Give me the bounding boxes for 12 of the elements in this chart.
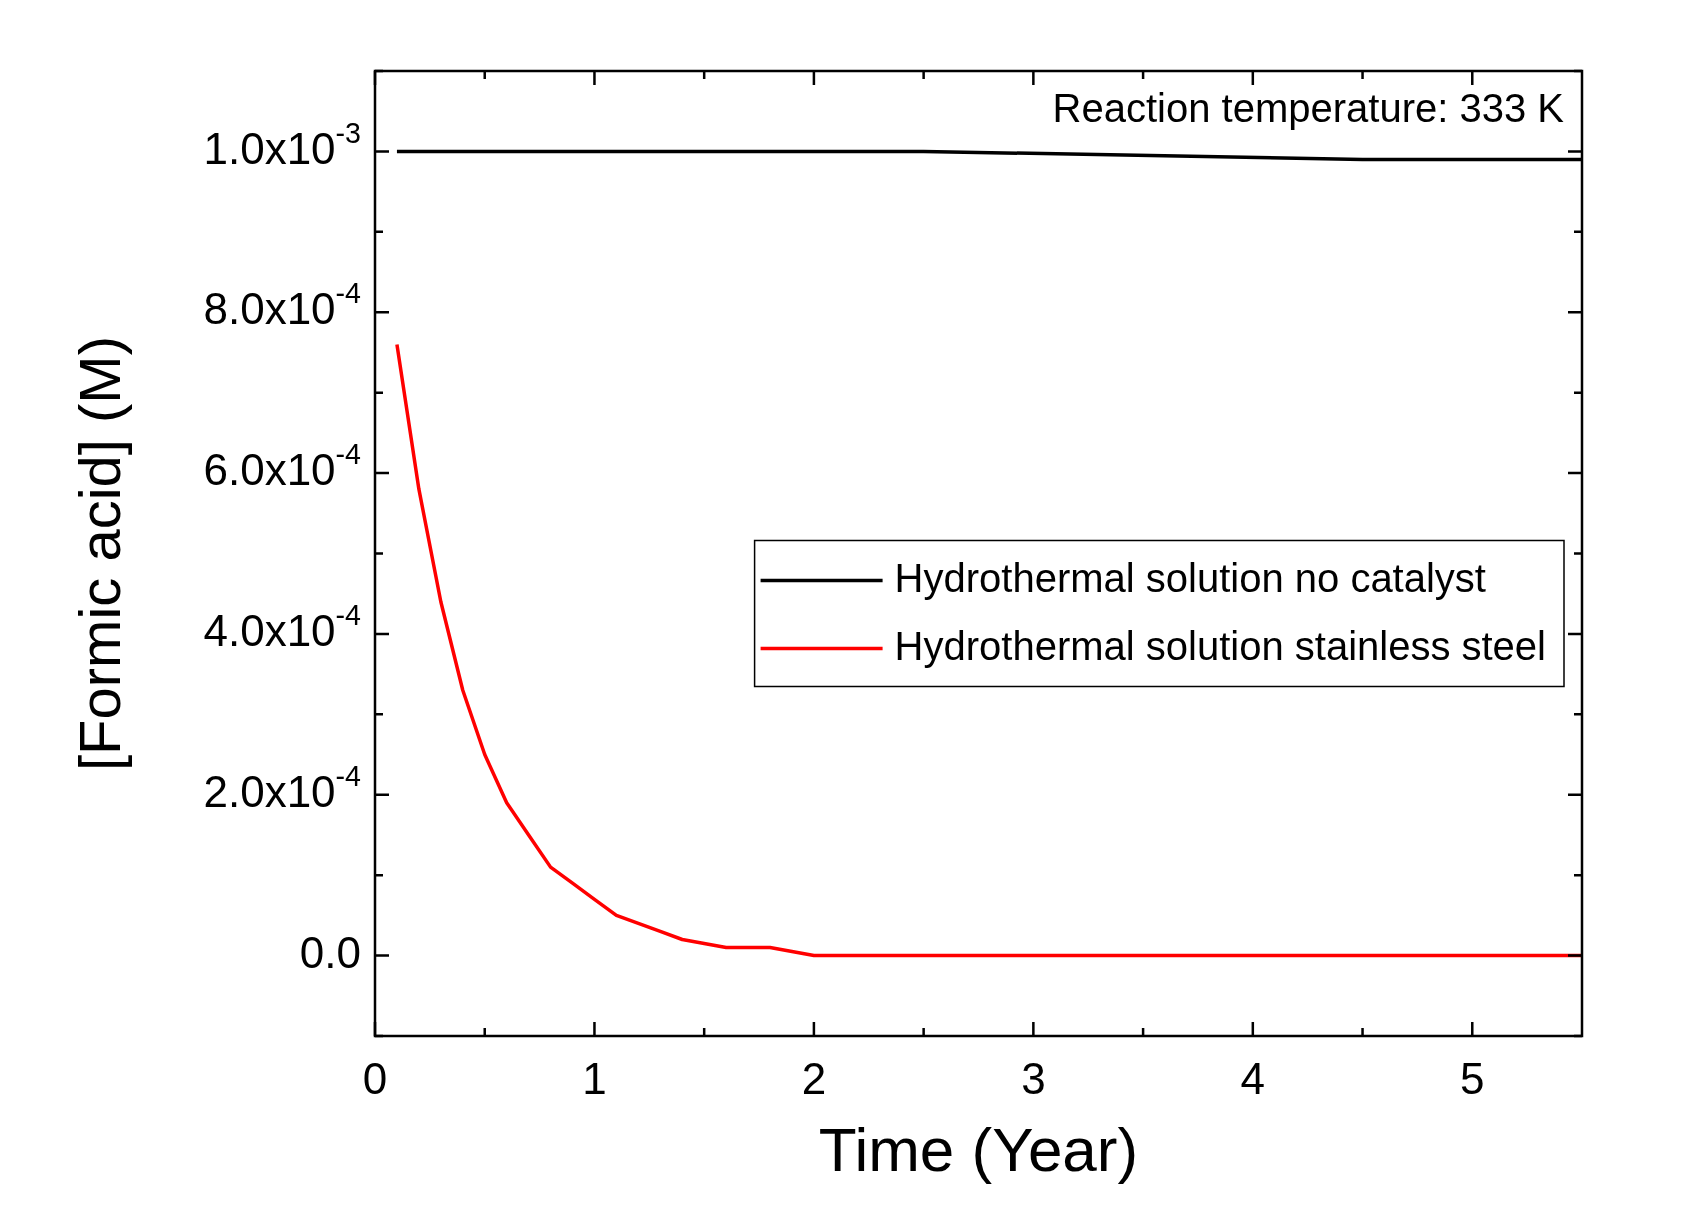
legend-label: Hydrothermal solution no catalyst <box>894 555 1486 600</box>
x-tick-label: 0 <box>362 1054 388 1104</box>
x-tick-label: 3 <box>1021 1054 1046 1104</box>
x-axis-title: Time (Year) <box>818 1115 1139 1185</box>
x-tick-label: 2 <box>801 1054 827 1104</box>
x-tick-label: 1 <box>582 1054 607 1104</box>
x-tick-label: 4 <box>1240 1054 1266 1104</box>
legend-label: Hydrothermal solution stainless steel <box>894 623 1546 668</box>
x-tick-label: 5 <box>1460 1054 1485 1104</box>
annotation: Reaction temperature: 333 K <box>1052 86 1565 131</box>
y-axis-title: [Formic acid] (M) <box>67 336 132 771</box>
y-tick-label: 0.0 <box>299 927 362 977</box>
